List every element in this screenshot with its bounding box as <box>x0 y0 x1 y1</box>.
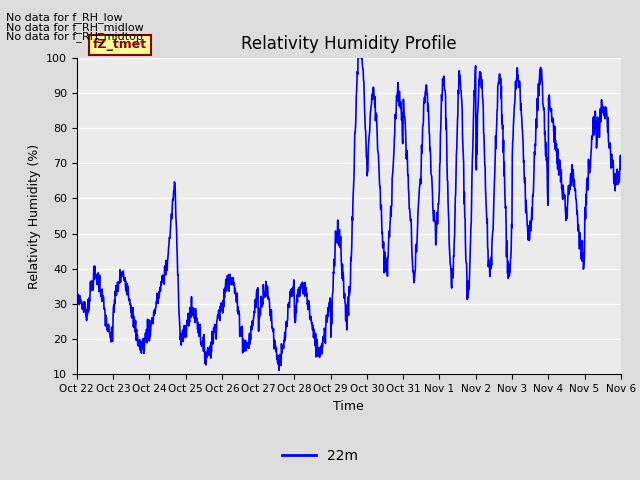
Y-axis label: Relativity Humidity (%): Relativity Humidity (%) <box>28 144 40 288</box>
Title: Relativity Humidity Profile: Relativity Humidity Profile <box>241 35 456 53</box>
Text: No data for f_RH_midtop: No data for f_RH_midtop <box>6 31 143 42</box>
Text: No data for f_RH_low: No data for f_RH_low <box>6 12 123 23</box>
Legend: 22m: 22m <box>276 443 364 468</box>
Text: No data for f_RH_midlow: No data for f_RH_midlow <box>6 22 144 33</box>
X-axis label: Time: Time <box>333 400 364 413</box>
Text: fZ_tmet: fZ_tmet <box>93 38 147 51</box>
